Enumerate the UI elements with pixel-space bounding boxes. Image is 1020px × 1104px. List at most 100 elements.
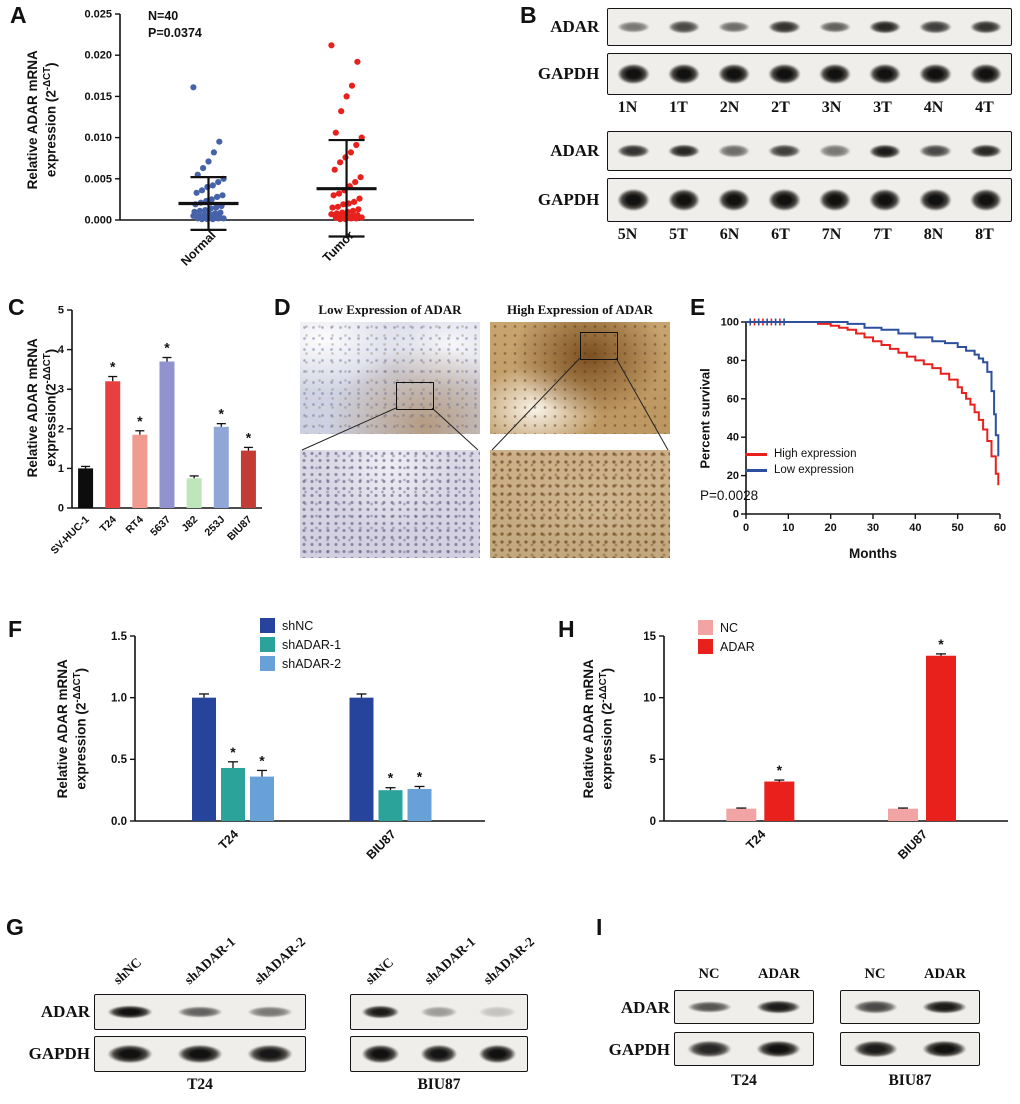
blot-band: [961, 179, 1011, 221]
svg-text:0.010: 0.010: [84, 132, 112, 144]
lane-label: 3T: [873, 99, 892, 116]
blot-band: [608, 9, 658, 45]
svg-text:*: *: [938, 636, 944, 652]
blot-row-label-adar: ADAR: [550, 141, 600, 160]
panel-letter-e: E: [690, 294, 706, 320]
legend-item-shadar-1: shADAR-1: [260, 637, 341, 652]
svg-text:J82: J82: [179, 514, 200, 535]
blot-row-label-gapdh: GAPDH: [608, 1040, 670, 1059]
ihc-high-inset-box: [580, 332, 618, 360]
blot-band: [961, 9, 1011, 45]
svg-text:50: 50: [952, 522, 964, 534]
lane-label: 7N: [821, 226, 842, 243]
svg-text:40: 40: [909, 522, 921, 534]
ihc-high-title: High Expression of ADAR: [506, 302, 654, 317]
blot-band: [860, 9, 910, 45]
panel-letter-f: F: [8, 616, 23, 642]
svg-text:15: 15: [643, 631, 656, 643]
lane-labels-biu87-knockdown: shNC shADAR-1 shADAR-2: [350, 914, 538, 992]
blot-row-label-adar: ADAR: [550, 17, 600, 36]
blot-band: [744, 1033, 813, 1065]
svg-text:BIU87: BIU87: [225, 514, 255, 544]
panel-letter-b: B: [520, 2, 537, 28]
blot-band: [910, 132, 960, 170]
svg-text:*: *: [219, 406, 225, 422]
blot-caption-t24: T24: [731, 1072, 757, 1089]
blot-band: [659, 179, 709, 221]
blot-band: [910, 179, 960, 221]
blot-band: [709, 179, 759, 221]
blot-row-label-adar: ADAR: [620, 998, 670, 1017]
lane-label: ADAR: [924, 966, 966, 982]
svg-text:0.025: 0.025: [84, 9, 112, 21]
blot-band: [608, 132, 658, 170]
lane-label: shNC: [110, 954, 145, 988]
ihc-low-zoom-image: [300, 450, 480, 558]
blot-band: [961, 54, 1011, 94]
lane-label: shADAR-1: [180, 933, 238, 988]
svg-text:60: 60: [727, 393, 739, 405]
blot-adar-samples-5-8: [607, 131, 1012, 171]
panel-letter-i: I: [596, 914, 603, 940]
blot-band: [810, 54, 860, 94]
blot-band: [165, 1037, 235, 1071]
legend-item-nc: NC: [698, 620, 755, 635]
svg-text:30: 30: [867, 522, 879, 534]
svg-text:5: 5: [650, 754, 657, 766]
blot-gapdh-samples-5-8: [607, 178, 1012, 222]
lane-labels-t24-overexpression: NC ADAR: [674, 966, 814, 983]
blot-band: [759, 54, 809, 94]
lane-label: 8T: [975, 226, 994, 243]
blot-band: [709, 9, 759, 45]
svg-text:*: *: [164, 340, 170, 356]
panel-letter-c: C: [8, 294, 25, 320]
panel-f-y-axis-label: Relative ADAR mRNA expression (2-ΔΔCT): [55, 659, 89, 799]
blot-band: [165, 995, 235, 1029]
blot-gapdh-biu87-knockdown: [350, 1036, 528, 1072]
blot-band: [759, 9, 809, 45]
lane-label: 8N: [923, 226, 944, 243]
panel-e-x-axis-label: Months: [849, 546, 897, 561]
blot-band: [810, 132, 860, 170]
lane-label: 5N: [617, 226, 638, 243]
svg-text:0.005: 0.005: [84, 173, 112, 185]
lane-label: 5T: [669, 226, 688, 243]
blot-row-label-gapdh: GAPDH: [537, 64, 600, 83]
svg-text:0.015: 0.015: [84, 91, 112, 103]
lane-labels-samples-1-4: 1N 1T 2N 2T 3N 3T 4N 4T: [602, 99, 1010, 117]
blot-band: [759, 132, 809, 170]
blot-band: [910, 991, 979, 1023]
survival-p-value: P=0.0028: [700, 488, 759, 503]
panel-e-y-axis-label: Percent survival: [697, 368, 713, 469]
blot-adar-t24-overexpression: [674, 990, 814, 1024]
ihc-high-expression-column: High Expression of ADAR: [490, 302, 670, 564]
lane-label: shADAR-1: [421, 933, 479, 988]
blot-band: [910, 54, 960, 94]
panel-b-western-blots: B ADAR GAPDH 1N 1T 2N 2T 3N 3T 4N 4T ADAR GAPDH…: [512, 2, 1018, 286]
lane-label: 6T: [771, 226, 790, 243]
blot-band: [468, 1037, 527, 1071]
blot-adar-t24-knockdown: [94, 994, 306, 1030]
svg-text:*: *: [246, 429, 252, 445]
svg-text:0: 0: [743, 522, 749, 534]
svg-text:3: 3: [58, 384, 64, 396]
svg-text:*: *: [259, 752, 265, 768]
svg-text:60: 60: [994, 522, 1006, 534]
ihc-low-title: Low Expression of ADAR: [318, 302, 462, 317]
blot-band: [860, 132, 910, 170]
legend-item-low-expression: Low expression: [745, 464, 856, 476]
legend-item-shnc: shNC: [260, 618, 341, 633]
svg-text:0.5: 0.5: [111, 754, 128, 766]
svg-text:4: 4: [58, 344, 65, 356]
svg-text:BIU87: BIU87: [364, 827, 399, 862]
blot-band: [95, 995, 165, 1029]
svg-text:0.0: 0.0: [111, 816, 127, 828]
svg-text:5: 5: [58, 305, 64, 317]
lane-label: 4T: [975, 99, 994, 116]
blot-row-label-adar: ADAR: [40, 1002, 90, 1021]
lane-label: shADAR-2: [480, 933, 538, 988]
panel-e-survival-curve: E Percent survival 0 20 40 60 80 100 0 10 20 30 40…: [682, 292, 1018, 578]
blot-band: [351, 995, 410, 1029]
